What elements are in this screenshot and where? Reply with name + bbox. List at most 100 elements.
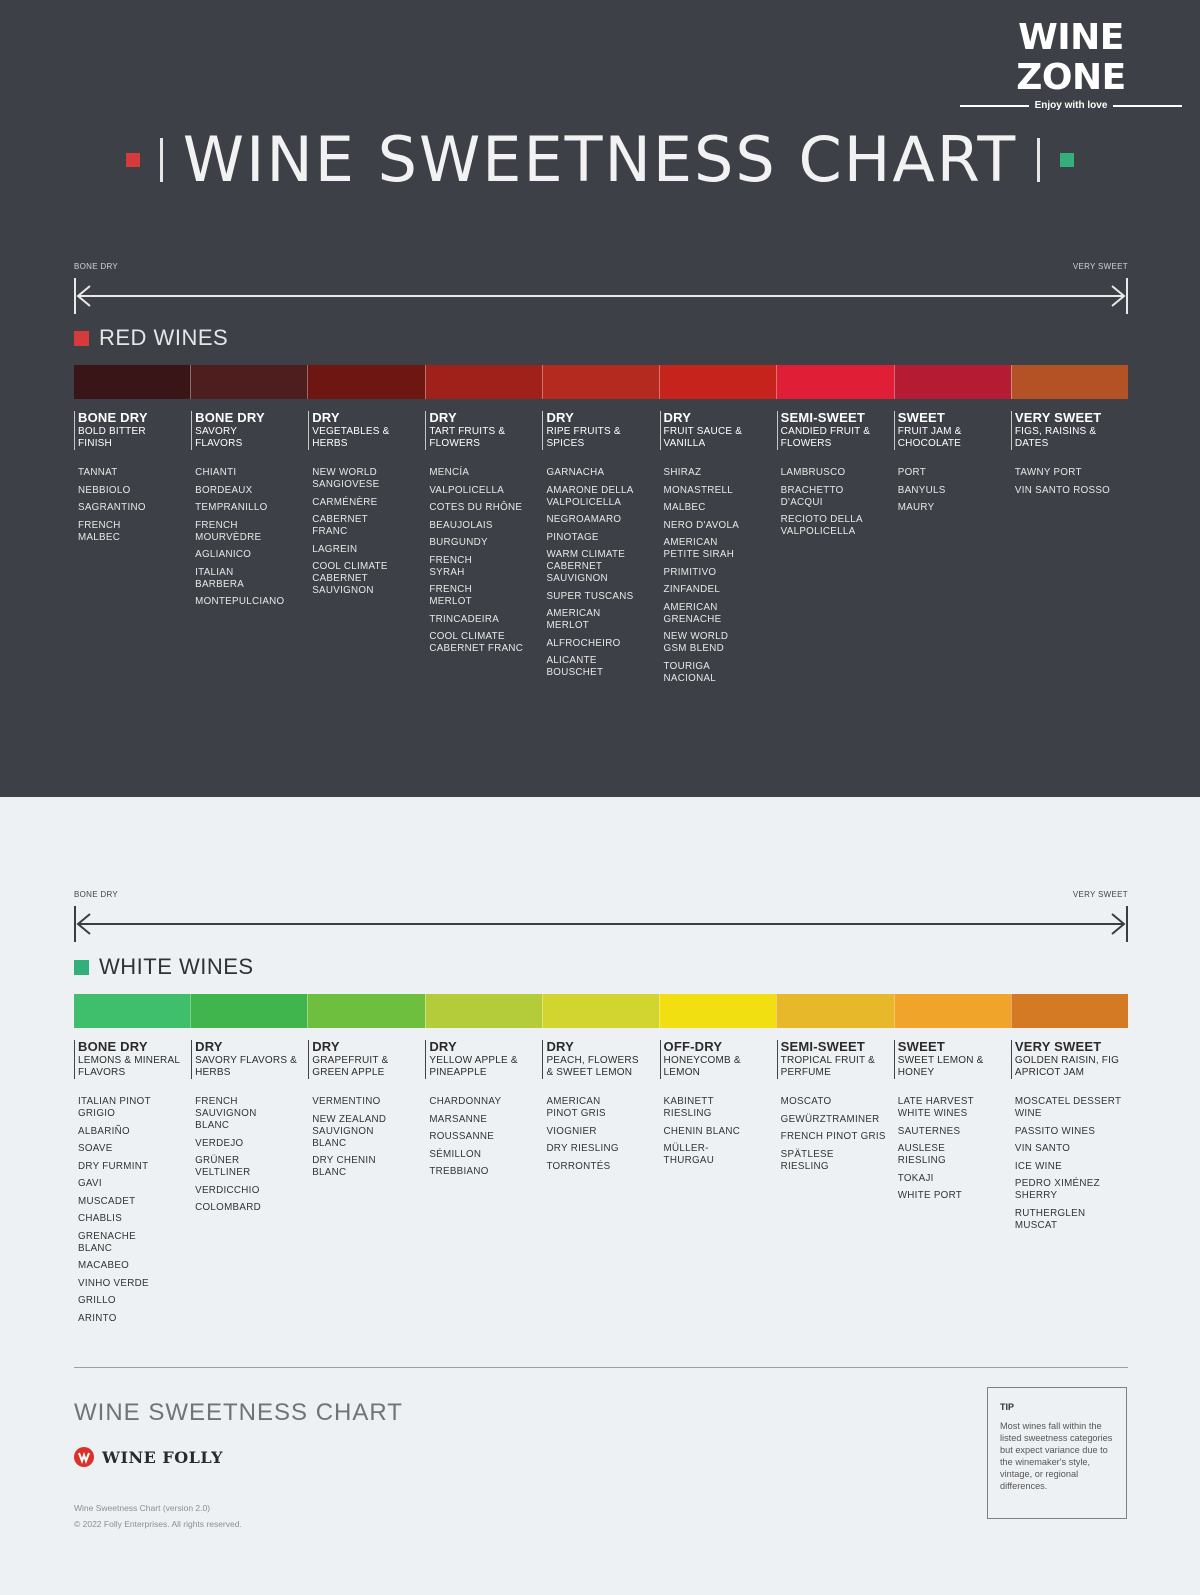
green-square-icon [1060, 153, 1075, 167]
wine-item: ZINFANDEL [663, 584, 721, 595]
wine-item: BEAUJOLAIS [429, 519, 493, 531]
sweetness-column: SEMI-SWEET CANDIED FRUIT & FLOWERS LAMBRUS… [776, 411, 894, 537]
wine-item: PEDRO XIMÉNEZ SHERRY [1014, 1178, 1100, 1201]
wine-item: MONTEPULCIANO [195, 596, 285, 607]
sweetness-column: VERY SWEET GOLDEN RAISIN, FIG APRICOT JAM… [1010, 1040, 1128, 1231]
wine-item: MONASTRELL [663, 484, 733, 496]
wine-item: GEWÜRZTRAMINER [780, 1113, 880, 1125]
wine-item: CABERNET FRANC [312, 514, 368, 537]
green-square-icon [74, 959, 89, 975]
band-segment [307, 994, 425, 1028]
band-segment [190, 994, 308, 1028]
wine-item: GRILLO [78, 1295, 116, 1306]
wine-list: AMERICAN PINOT GRIS VIOGNIER DRY RIESLING T… [546, 1096, 618, 1178]
column-description: LEMONS & MINERAL FLAVORS [78, 1055, 181, 1078]
column-level: DRY [429, 410, 457, 425]
logo-tagline: Enjoy with love [1034, 100, 1108, 111]
wine-item: VINHO VERDE [78, 1277, 149, 1289]
wine-item: CHIANTI [195, 467, 237, 478]
column-level: SWEET [897, 1039, 945, 1054]
band-segment [776, 994, 894, 1028]
wine-item: PASSITO WINES [1014, 1125, 1096, 1137]
column-level: BONE DRY [78, 1039, 148, 1054]
wine-item: MAURY [897, 502, 935, 513]
sweetness-column: DRY VEGETABLES & HERBS NEW WORLD SANGIOVES… [308, 410, 425, 596]
wine-item: TOKAJI [897, 1172, 934, 1184]
column-description: PEACH, FLOWERS & SWEET LEMON [546, 1055, 639, 1078]
column-level: DRY [546, 1039, 575, 1054]
tip-box: TIP Most wines fall within the listed sw… [987, 1387, 1127, 1519]
wine-item: NEW WORLD GSM BLEND [663, 631, 729, 654]
wine-item: AMERICAN PINOT GRIS [546, 1096, 606, 1119]
sweetness-column: VERY SWEET FIGS, RAISINS & DATES TAWNY POR… [1010, 410, 1128, 496]
wine-item: MENCÍA [429, 467, 470, 478]
wine-item: AMARONE DELLA VALPOLICELLA [546, 484, 634, 508]
sweetness-column: SEMI-SWEET TROPICAL FRUIT & PERFUME MOSCAT… [776, 1040, 894, 1172]
wine-item: AMERICAN PETITE SIRAH [663, 537, 735, 560]
page-title-row: WINE SWEETNESS CHART [0, 125, 1200, 195]
wine-item: ALFROCHEIRO [546, 637, 621, 649]
wine-item: SHIRAZ [663, 467, 702, 478]
wine-list: TAWNY PORT VIN SANTO ROSSO [1015, 467, 1110, 502]
wine-item: SPÄTLESE RIESLING [780, 1148, 834, 1172]
wine-list: MOSCATEL DESSERT WINE PASSITO WINES VIN SA… [1015, 1096, 1121, 1237]
sweetness-column: BONE DRY LEMONS & MINERAL FLAVORS ITALIAN … [74, 1039, 191, 1324]
wine-list: KABINETT RIESLING CHENIN BLANC MÜLLER- THU… [664, 1096, 741, 1173]
column-description: CANDIED FRUIT & FLOWERS [780, 426, 871, 449]
wine-item: VERDICCHIO [195, 1184, 260, 1196]
wine-item: TAWNY PORT [1014, 467, 1082, 478]
wine-item: VIN SANTO ROSSO [1014, 484, 1111, 496]
wine-item: NEBBIOLO [78, 484, 131, 496]
wine-item: ALBARIÑO [78, 1125, 130, 1137]
wine-list: CHIANTI BORDEAUX TEMPRANILLO FRENCH MOURVÈD… [195, 467, 284, 614]
sweetness-column: OFF-DRY HONEYCOMB & LEMON KABINETT RIESLIN… [659, 1040, 777, 1166]
wine-item: RUTHERGLEN MUSCAT [1014, 1207, 1086, 1231]
wine-item: ICE WINE [1014, 1160, 1062, 1172]
band-segment [74, 994, 191, 1028]
wine-list: TANNAT NEBBIOLO SAGRANTINO FRENCH MALBEC [78, 467, 146, 549]
wine-item: PINOTAGE [546, 531, 599, 543]
wine-item: COOL CLIMATE CABERNET SAUVIGNON [312, 561, 388, 596]
wine-item: PORT [897, 467, 927, 478]
wine-item: GRENACHE BLANC [78, 1230, 136, 1254]
section-title: WHITE WINES [99, 954, 254, 979]
footer-divider [74, 1367, 1128, 1368]
wine-item: BANYULS [897, 484, 946, 496]
wine-item: AMERICAN MERLOT [546, 608, 601, 631]
column-level: DRY [429, 1039, 457, 1054]
wine-item: GRÜNER VELTLINER [195, 1155, 251, 1178]
band-segment [541, 994, 660, 1028]
wine-item: MALBEC [663, 502, 706, 513]
wine-list: VERMENTINO NEW ZEALAND SAUVIGNON BLANC DRY… [312, 1096, 386, 1185]
column-level: DRY [195, 1039, 223, 1054]
wine-item: FRENCH SYRAH [429, 554, 472, 578]
wine-list: FRENCH SAUVIGNON BLANC VERDEJO GRÜNER VELT… [195, 1096, 261, 1220]
wine-item: GAVI [78, 1178, 102, 1189]
column-description: RIPE FRUITS & SPICES [546, 426, 621, 449]
tip-text: Most wines fall within the listed sweetn… [1000, 1421, 1113, 1491]
wine-item: CARMÉNÈRE [312, 496, 378, 508]
sweetness-column: DRY PEACH, FLOWERS & SWEET LEMON AMERICAN … [542, 1039, 659, 1172]
column-level: VERY SWEET [1014, 410, 1102, 425]
column-description: BOLD BITTER FINISH [78, 426, 146, 449]
wine-list: GARNACHA AMARONE DELLA VALPOLICELLA NEGROA… [546, 467, 633, 685]
white-color-band [74, 994, 1128, 1028]
wine-item: BORDEAUX [195, 484, 253, 496]
wine-item: VERMENTINO [312, 1096, 381, 1107]
red-square-icon [125, 153, 140, 167]
column-description: GOLDEN RAISIN, FIG APRICOT JAM [1014, 1055, 1120, 1078]
sweetness-column: SWEET FRUIT JAM & CHOCOLATE PORT BANYULS MAU… [893, 410, 1011, 513]
wine-folly-icon [74, 1447, 94, 1467]
white-columns: BONE DRY LEMONS & MINERAL FLAVORS ITALIAN … [74, 1039, 1128, 1324]
band-segment [659, 994, 777, 1028]
wine-item: COLOMBARD [195, 1202, 261, 1213]
wine-item: SOAVE [78, 1143, 113, 1154]
column-level: DRY [312, 410, 340, 425]
column-level: SWEET [897, 410, 945, 425]
band-segment [74, 365, 191, 399]
wine-item: MARSANNE [429, 1113, 488, 1125]
wine-zone-logo: WINE ZONE Enjoy with love [960, 18, 1183, 111]
column-description: YELLOW APPLE & PINEAPPLE [429, 1055, 518, 1078]
sweetness-scale-red: BONE DRY VERY SWEET [74, 262, 1128, 322]
